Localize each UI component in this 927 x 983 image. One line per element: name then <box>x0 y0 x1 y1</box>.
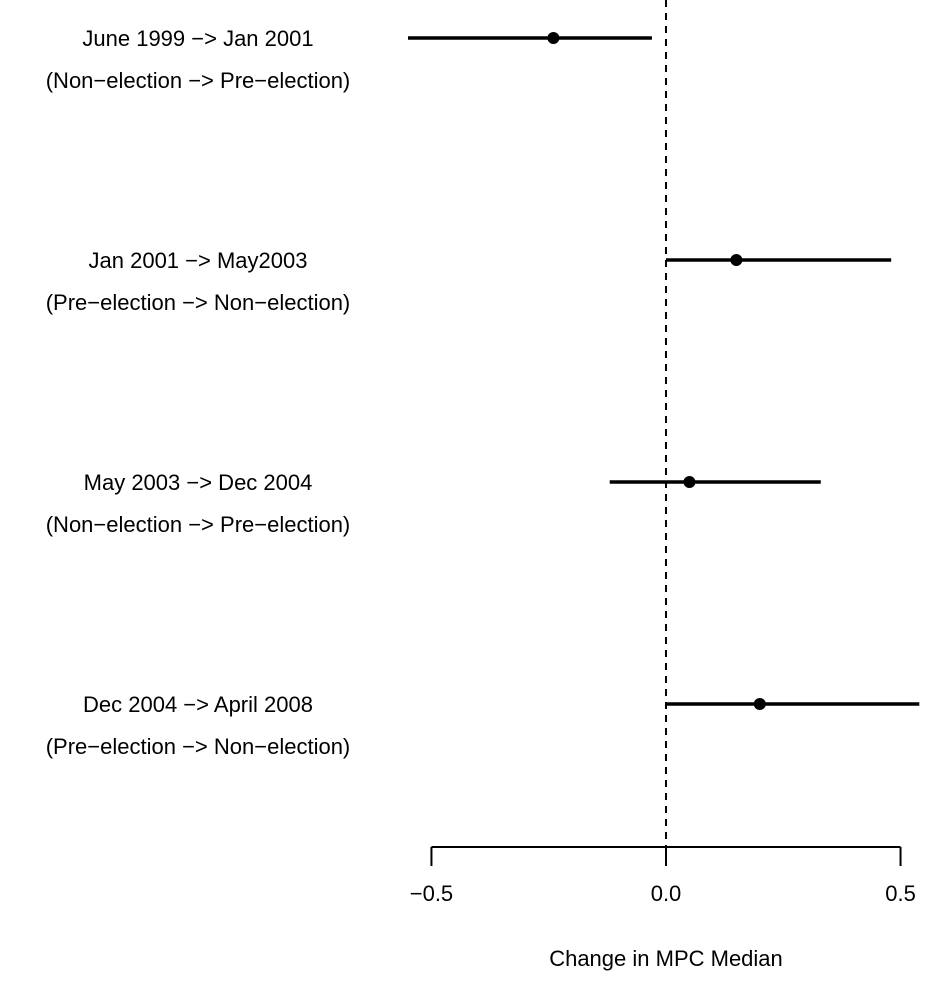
x-tick-label: 0.0 <box>651 881 682 906</box>
x-tick-label: −0.5 <box>410 881 453 906</box>
point <box>730 254 743 266</box>
category-label: (Pre−election −> Non−election) <box>46 290 351 315</box>
point <box>753 698 766 710</box>
x-axis-label: Change in MPC Median <box>549 946 783 971</box>
category-label: June 1999 −> Jan 2001 <box>82 26 313 51</box>
category-label: (Non−election −> Pre−election) <box>46 68 351 93</box>
point <box>683 476 696 488</box>
category-label: Dec 2004 −> April 2008 <box>83 692 313 717</box>
category-label: Jan 2001 −> May2003 <box>89 248 308 273</box>
category-label: May 2003 −> Dec 2004 <box>84 470 313 495</box>
category-label: (Non−election −> Pre−election) <box>46 512 351 537</box>
category-label: (Pre−election −> Non−election) <box>46 734 351 759</box>
point <box>547 32 560 44</box>
x-tick-label: 0.5 <box>885 881 916 906</box>
